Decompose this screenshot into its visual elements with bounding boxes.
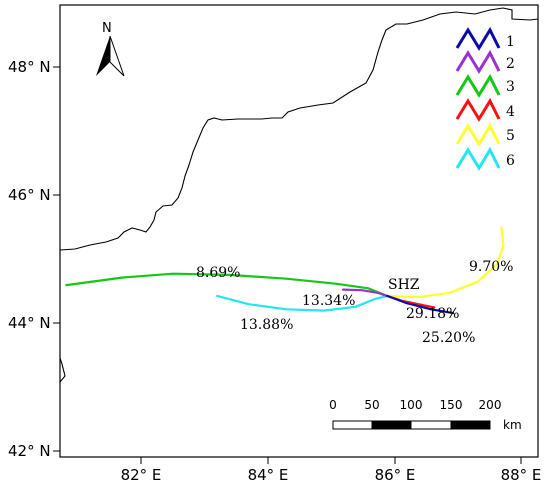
scale-tick-label: 200 bbox=[479, 398, 502, 412]
north-arrow: N bbox=[96, 21, 125, 77]
y-tick-label: 46° N bbox=[8, 186, 51, 204]
legend: 1 2 3 4 5 6 bbox=[455, 26, 515, 171]
latitude-ticks: 48° N 46° N 44° N 42° N bbox=[8, 58, 60, 460]
trajectory-line-3 bbox=[65, 272, 389, 297]
station-marker: SHZ bbox=[388, 277, 420, 293]
legend-label-1: 1 bbox=[506, 34, 515, 50]
legend-swatch-1 bbox=[455, 26, 501, 51]
percent-label-6: 13.88% bbox=[240, 317, 293, 333]
legend-swatch-5 bbox=[455, 122, 501, 147]
scale-tick-label: 50 bbox=[364, 398, 379, 412]
y-tick-label: 42° N bbox=[8, 442, 51, 460]
legend-swatch-6 bbox=[455, 146, 501, 171]
trajectory-series bbox=[65, 226, 505, 315]
north-arrow-icon bbox=[96, 36, 110, 76]
scale-segment bbox=[410, 420, 452, 430]
percent-labels: 8.69% 13.34% 13.88% 29.18% 25.20% 9.70% bbox=[196, 259, 513, 346]
scale-unit: km bbox=[503, 418, 522, 432]
scale-tick-label: 100 bbox=[400, 398, 423, 412]
map-frame bbox=[59, 4, 539, 458]
percent-label-3: 8.69% bbox=[196, 265, 240, 281]
percent-label-4: 29.18% bbox=[406, 306, 459, 322]
border-line bbox=[59, 7, 539, 251]
x-tick-label: 82° E bbox=[121, 466, 162, 484]
legend-swatch-2 bbox=[455, 49, 501, 74]
trajectory-line-6 bbox=[216, 294, 389, 312]
scale-segment bbox=[332, 420, 373, 430]
percent-label-5: 9.70% bbox=[469, 259, 513, 275]
y-tick-label: 48° N bbox=[8, 58, 51, 76]
legend-label-2: 2 bbox=[506, 56, 515, 72]
percent-label-2: 13.34% bbox=[302, 293, 355, 309]
scale-segment bbox=[450, 420, 491, 430]
legend-label-3: 3 bbox=[506, 79, 515, 95]
scale-tick-label: 0 bbox=[329, 398, 337, 412]
scale-tick-label: 150 bbox=[440, 398, 463, 412]
x-tick-label: 84° E bbox=[248, 466, 289, 484]
north-arrow-icon-right bbox=[109, 35, 125, 77]
scale-segment bbox=[371, 420, 412, 430]
x-tick-label: 86° E bbox=[375, 466, 416, 484]
longitude-ticks: 82° E 84° E 86° E 88° E bbox=[121, 457, 542, 484]
trajectory-line-5 bbox=[386, 226, 505, 299]
percent-label-1: 25.20% bbox=[422, 330, 475, 346]
border-line-southwest bbox=[59, 357, 66, 383]
trajectory-line-2 bbox=[341, 288, 389, 297]
north-label: N bbox=[102, 21, 112, 36]
legend-label-6: 6 bbox=[506, 153, 515, 169]
trajectory-line-1 bbox=[386, 294, 455, 315]
station-label: SHZ bbox=[388, 277, 420, 293]
legend-swatch-4 bbox=[455, 97, 501, 122]
legend-label-4: 4 bbox=[506, 104, 515, 120]
y-tick-label: 44° N bbox=[8, 314, 51, 332]
x-tick-label: 88° E bbox=[501, 466, 542, 484]
legend-label-5: 5 bbox=[506, 128, 515, 144]
scale-bar: 0 50 100 150 200 km bbox=[329, 398, 521, 432]
legend-swatch-3 bbox=[455, 73, 501, 98]
